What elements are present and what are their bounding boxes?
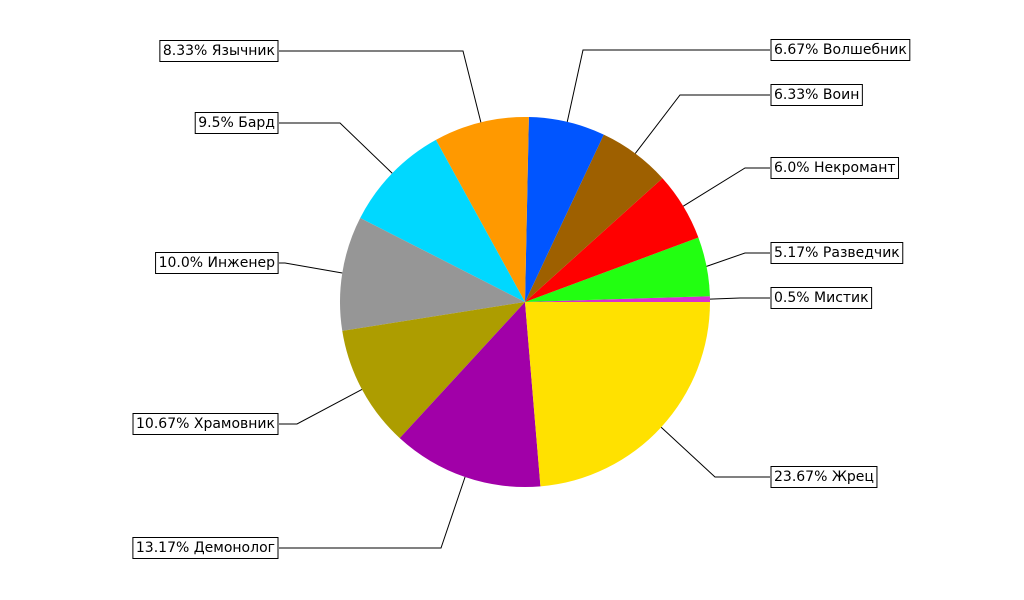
pie-slice bbox=[399, 302, 541, 487]
pie-slice bbox=[360, 139, 525, 302]
pie-slice bbox=[525, 134, 663, 302]
pie-slice bbox=[435, 117, 529, 302]
pie-slice bbox=[525, 302, 710, 487]
label-box bbox=[155, 252, 279, 274]
label-box bbox=[194, 112, 279, 134]
label-box bbox=[159, 40, 279, 62]
label-box bbox=[770, 84, 863, 106]
pie-slice bbox=[342, 302, 525, 439]
slice-label: 6.67% Волшебник bbox=[774, 42, 907, 58]
pie-slice bbox=[340, 217, 525, 331]
slice-label: 13.17% Демонолог bbox=[136, 540, 275, 556]
slice-label: 6.0% Некромант bbox=[774, 160, 896, 176]
pie-slice bbox=[525, 178, 699, 302]
leader-line bbox=[279, 388, 363, 425]
leader-line bbox=[709, 297, 770, 300]
slice-label: 0.5% Мистик bbox=[774, 290, 869, 306]
leader-line bbox=[279, 262, 343, 274]
label-box bbox=[770, 466, 878, 488]
slice-label: 5.17% Разведчик bbox=[774, 245, 900, 261]
leader-line bbox=[279, 50, 482, 123]
slice-label: 23.67% Жрец bbox=[774, 469, 874, 485]
pie-slice bbox=[525, 117, 604, 302]
label-box bbox=[770, 157, 900, 179]
leader-line bbox=[660, 426, 770, 478]
label-box bbox=[770, 287, 873, 309]
slice-label: 6.33% Воин bbox=[774, 87, 859, 103]
leader-line bbox=[706, 252, 770, 267]
leader-line bbox=[634, 94, 770, 154]
label-box bbox=[770, 242, 904, 264]
leader-line bbox=[566, 49, 770, 122]
leader-line bbox=[279, 122, 393, 174]
leader-line bbox=[279, 476, 466, 549]
label-box bbox=[770, 39, 911, 61]
slice-label: 10.0% Инженер bbox=[159, 255, 276, 271]
leader-line bbox=[682, 167, 770, 207]
pie-slice bbox=[525, 296, 710, 302]
slice-label: 9.5% Бард bbox=[198, 115, 275, 131]
slice-label: 10.67% Храмовник bbox=[136, 416, 275, 432]
label-box bbox=[132, 413, 279, 435]
pie-slice bbox=[525, 237, 710, 302]
slice-label: 8.33% Язычник bbox=[163, 43, 275, 59]
label-box bbox=[132, 537, 279, 559]
